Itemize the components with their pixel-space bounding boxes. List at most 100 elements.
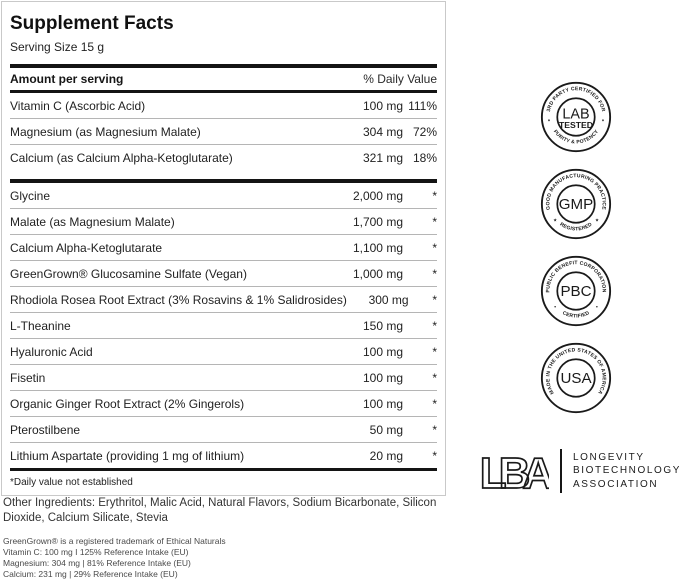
nutrient-amount: 300 mg [368, 292, 409, 307]
svg-text:PURITY & POTENCY: PURITY & POTENCY [552, 129, 600, 146]
supplement-facts-panel: Supplement Facts Serving Size 15 g Amoun… [1, 1, 446, 496]
header-daily-value: % Daily Value [363, 72, 437, 86]
svg-text:REGISTERED: REGISTERED [558, 222, 593, 233]
svg-text:CERTIFIED: CERTIFIED [561, 310, 590, 319]
lba-line: LONGEVITY [573, 451, 645, 463]
divider-thick [10, 90, 437, 93]
made-in-usa-seal-icon: MADE IN THE UNITED STATES OF AMERICA USA [540, 342, 612, 414]
star-separator-icon: ★ [553, 217, 557, 222]
lba-logo: LBA LONGEVITY BIOTECHNOLOGY ASSOCIATION [477, 449, 679, 493]
badge-center-text: PBC [560, 283, 591, 300]
table-row: GreenGrown® Glucosamine Sulfate (Vegan) … [10, 261, 437, 287]
badge-center-text: LAB [562, 106, 589, 122]
nutrient-name: Hyaluronic Acid [10, 344, 93, 359]
certification-badges: 3RD PARTY CERTIFIED FOR PURITY & POTENCY… [540, 81, 612, 414]
nutrient-dv: * [432, 370, 437, 385]
nutrient-dv: * [432, 396, 437, 411]
nutrient-name: Glycine [10, 188, 51, 203]
nutrient-dv: * [432, 344, 437, 359]
fine-print-line: Magnesium: 304 mg | 81% Reference Intake… [3, 558, 191, 568]
badge-arc-bottom: REGISTERED [558, 222, 593, 233]
badge-arc-bottom: PURITY & POTENCY [552, 129, 600, 146]
dot-separator-icon: • [596, 304, 598, 310]
nutrient-dv: * [432, 318, 437, 333]
nutrient-amount: 304 mg [362, 124, 403, 139]
nutrient-amount: 20 mg [369, 448, 403, 463]
fine-print-line: Calcium: 231 mg | 29% Reference Intake (… [3, 569, 178, 579]
lba-wordmark: LONGEVITY BIOTECHNOLOGY ASSOCIATION [573, 451, 679, 491]
nutrient-name: Rhodiola Rosea Root Extract (3% Rosavins… [10, 292, 347, 307]
lab-tested-seal-icon: 3RD PARTY CERTIFIED FOR PURITY & POTENCY… [540, 81, 612, 153]
table-row: Hyaluronic Acid 100 mg * [10, 339, 437, 365]
divider-thick [10, 468, 437, 471]
nutrient-dv: 72% [412, 124, 437, 139]
nutrient-name: Pterostilbene [10, 422, 81, 437]
nutrient-name: Malate (as Magnesium Malate) [10, 214, 175, 229]
nutrient-name: Calcium (as Calcium Alpha-Ketoglutarate) [10, 150, 233, 165]
lba-line: BIOTECHNOLOGY [573, 465, 679, 477]
table-row: Organic Ginger Root Extract (2% Gingerol… [10, 391, 437, 417]
nutrient-dv: * [432, 266, 437, 281]
nutrient-amount: 321 mg [362, 150, 403, 165]
nutrient-dv: * [432, 448, 437, 463]
nutrient-dv: * [432, 292, 437, 307]
nutrient-name: Vitamin C (Ascorbic Acid) [10, 98, 146, 113]
nutrient-amount: 100 mg [362, 370, 403, 385]
badge-center-subtext: TESTED [559, 120, 593, 130]
nutrient-name: Lithium Aspartate (providing 1 mg of lit… [10, 448, 245, 463]
table-row: Calcium Alpha-Ketoglutarate 1,100 mg * [10, 235, 437, 261]
fine-print-line: Vitamin C: 100 mg I 125% Reference Intak… [3, 547, 189, 557]
table-row: Pterostilbene 50 mg * [10, 417, 437, 443]
nutrient-name: Magnesium (as Magnesium Malate) [10, 124, 201, 139]
divider-thick [10, 64, 437, 68]
nutrient-dv: 18% [412, 150, 437, 165]
table-row: Magnesium (as Magnesium Malate) 304 mg 7… [10, 119, 437, 145]
nutrient-amount: 100 mg [362, 98, 403, 113]
table-row: Glycine 2,000 mg * [10, 183, 437, 209]
nutrient-name: Organic Ginger Root Extract (2% Gingerol… [10, 396, 245, 411]
nutrient-dv: 111% [408, 98, 437, 113]
nutrient-amount: 1,100 mg [352, 240, 403, 255]
nutrient-amount: 150 mg [362, 318, 403, 333]
panel-title: Supplement Facts [10, 13, 174, 34]
table-row: L-Theanine 150 mg * [10, 313, 437, 339]
table-row: Fisetin 100 mg * [10, 365, 437, 391]
dot-separator-icon: • [554, 304, 556, 310]
daily-value-footnote: *Daily value not established [10, 477, 133, 488]
badge-center-text: GMP [559, 196, 593, 213]
nutrient-dv: * [432, 422, 437, 437]
nutrient-name: Fisetin [10, 370, 46, 385]
pbc-certified-seal-icon: PUBLIC BENEFIT CORPORATION CERTIFIED PBC… [540, 255, 612, 327]
nutrient-amount: 2,000 mg [352, 188, 403, 203]
lba-line: ASSOCIATION [573, 478, 659, 490]
serving-size: Serving Size 15 g [10, 40, 105, 54]
diamond-separator-icon: ♦ [548, 118, 551, 123]
gmp-registered-seal-icon: GOOD MANUFACTURING PRACTICE REGISTERED G… [540, 168, 612, 240]
fine-print: GreenGrown® is a registered trademark of… [3, 536, 226, 580]
lba-mark-text: LBA [480, 450, 549, 492]
nutrient-amount: 1,700 mg [352, 214, 403, 229]
diamond-separator-icon: ♦ [602, 118, 605, 123]
table-row: Vitamin C (Ascorbic Acid) 100 mg 111% [10, 93, 437, 119]
lba-divider [560, 449, 562, 493]
badge-arc-bottom: CERTIFIED [561, 310, 590, 319]
nutrient-amount: 50 mg [369, 422, 403, 437]
divider-thick [10, 179, 437, 183]
nutrient-dv: * [432, 188, 437, 203]
nutrient-amount: 1,000 mg [352, 266, 403, 281]
table-row: Calcium (as Calcium Alpha-Ketoglutarate)… [10, 145, 437, 170]
star-separator-icon: ★ [595, 217, 599, 222]
nutrient-name: L-Theanine [10, 318, 71, 333]
nutrient-name: Calcium Alpha-Ketoglutarate [10, 240, 163, 255]
other-ingredients: Other Ingredients: Erythritol, Malic Aci… [3, 497, 437, 524]
badge-center-text: USA [560, 370, 592, 387]
nutrient-name: GreenGrown® Glucosamine Sulfate (Vegan) [10, 266, 247, 281]
table-row: Malate (as Magnesium Malate) 1,700 mg * [10, 209, 437, 235]
nutrient-amount: 100 mg [362, 344, 403, 359]
nutrient-amount: 100 mg [362, 396, 403, 411]
nutrient-dv: * [432, 214, 437, 229]
table-header: Amount per serving % Daily Value [10, 68, 437, 90]
fine-print-line: GreenGrown® is a registered trademark of… [3, 536, 226, 546]
lba-mark-icon: LBA [479, 450, 549, 492]
nutrient-dv: * [432, 240, 437, 255]
